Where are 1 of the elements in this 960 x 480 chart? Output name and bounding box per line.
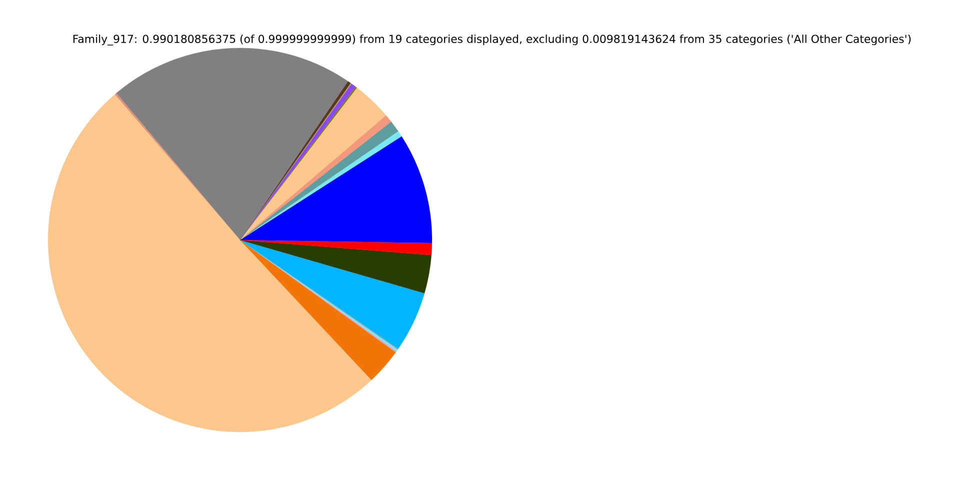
text: Family_917: 0.990180856375 (of 0.999999999999) from 19 categories displayed, excluding 0.009819143624 from 35 categories ('All Other Categories') [73, 34, 911, 46]
